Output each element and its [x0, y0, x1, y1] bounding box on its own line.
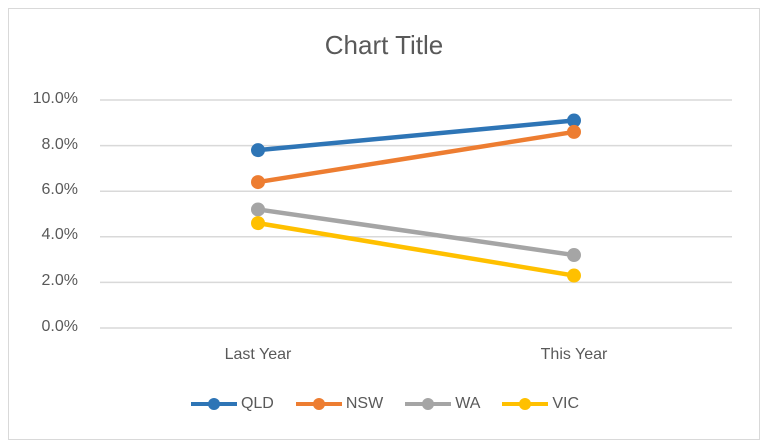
- legend-item-vic[interactable]: VIC: [500, 395, 579, 413]
- legend-label: WA: [455, 395, 481, 412]
- line-marker-icon: [190, 398, 237, 410]
- legend-label: VIC: [552, 395, 580, 412]
- line-marker-icon: [502, 398, 549, 410]
- x-tick-label: This Year: [540, 346, 608, 363]
- y-tick-label: 8.0%: [41, 136, 78, 153]
- line-marker-icon: [405, 398, 452, 410]
- series-line[interactable]: [257, 129, 575, 185]
- y-tick-label: 0.0%: [41, 318, 78, 335]
- series-line[interactable]: [257, 220, 575, 278]
- legend: QLD NSW WA VIC: [0, 395, 768, 413]
- data-point[interactable]: [251, 216, 265, 231]
- data-point[interactable]: [251, 202, 265, 217]
- data-point[interactable]: [251, 143, 265, 158]
- y-tick-label: 10.0%: [32, 90, 78, 107]
- y-tick-label: 4.0%: [41, 226, 78, 243]
- legend-item-qld[interactable]: QLD: [189, 395, 274, 413]
- series-line[interactable]: [257, 207, 575, 258]
- series-line[interactable]: [257, 118, 575, 153]
- data-point[interactable]: [567, 113, 581, 128]
- data-point[interactable]: [251, 175, 265, 190]
- y-tick-label: 6.0%: [41, 181, 78, 198]
- chart-frame: [8, 8, 760, 440]
- x-tick-label: Last Year: [224, 346, 292, 363]
- chart-title: Chart Title: [324, 30, 444, 60]
- legend-item-nsw[interactable]: NSW: [294, 395, 383, 413]
- y-tick-label: 2.0%: [41, 272, 78, 289]
- legend-item-wa[interactable]: WA: [403, 395, 480, 413]
- legend-label: QLD: [240, 395, 274, 412]
- data-point[interactable]: [567, 268, 581, 283]
- line-marker-icon: [295, 398, 342, 410]
- data-point[interactable]: [567, 124, 581, 139]
- data-point[interactable]: [567, 248, 581, 263]
- legend-label: NSW: [345, 395, 384, 412]
